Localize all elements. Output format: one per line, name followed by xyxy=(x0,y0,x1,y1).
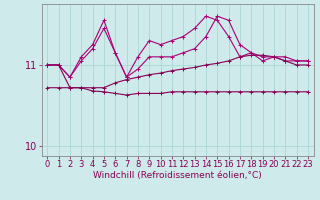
X-axis label: Windchill (Refroidissement éolien,°C): Windchill (Refroidissement éolien,°C) xyxy=(93,171,262,180)
